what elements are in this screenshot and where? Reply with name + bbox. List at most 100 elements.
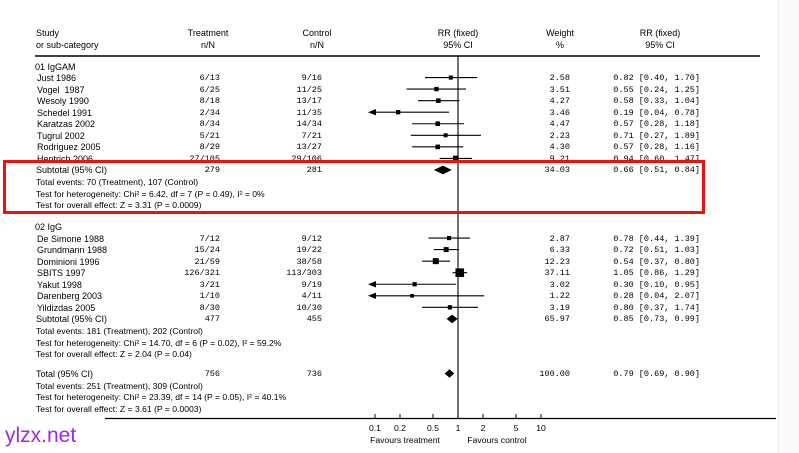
control-nn: 113/303 (286, 268, 322, 279)
treatment-nn: 2/34 (199, 107, 220, 118)
pooled-diamond (446, 314, 458, 324)
study-name: Wesoly 1990 (37, 96, 89, 107)
study-name: Yildizdas 2005 (37, 302, 96, 313)
rr-ci-text: 0.30 [0.10, 0.95] (613, 279, 700, 290)
study-name: Darenberg 2003 (37, 291, 103, 302)
weight-value: 3.19 (549, 302, 570, 313)
effect-square (432, 258, 439, 265)
axis-tick-label: 0.5 (427, 422, 439, 433)
stats-line: Test for overall effect: Z = 3.31 (P = 0… (36, 200, 202, 211)
control-nn: 7/21 (301, 130, 322, 141)
control-nn: 14/34 (296, 119, 322, 130)
effect-square (395, 110, 401, 115)
study-name: Vogel 1987 (37, 84, 85, 95)
treatment-nn: 27/105 (189, 153, 220, 164)
treatment-nn: 8/29 (199, 142, 220, 153)
rr-ci-text: 0.19 [0.04, 0.78] (613, 107, 700, 118)
group-label: 02 IgG (35, 222, 63, 232)
rr-ci-text: 0.54 [0.37, 0.80] (613, 256, 700, 267)
rr-ci-text: 0.79 [0.69, 0.90] (613, 369, 700, 379)
effect-square (434, 86, 439, 92)
weight-value: 4.27 (549, 96, 570, 107)
treatment-nn: 1/10 (199, 291, 220, 302)
weight-value: 4.30 (549, 142, 570, 153)
weight-value: 3.02 (549, 279, 570, 290)
rr-ci-text: 0.80 [0.37, 1.74] (613, 302, 700, 313)
control-nn: 4/11 (301, 291, 322, 302)
rr-ci-text: 0.57 [0.28, 1.16] (613, 142, 700, 153)
subtotal-label: Subtotal (95% CI) (36, 314, 108, 325)
study-name: Schedel 1991 (37, 107, 93, 118)
left-arrow-icon (368, 281, 376, 288)
stats-line: Test for heterogeneity: Chi² = 6.42, df … (36, 188, 265, 199)
stats-line: Test for heterogeneity: Chi² = 14.70, df… (36, 337, 282, 348)
stats-line: Total events: 181 (Treatment), 202 (Cont… (36, 325, 203, 336)
effect-square (410, 293, 414, 298)
stats-line: Total events: 251 (Treatment), 309 (Cont… (36, 380, 203, 391)
rr-ci-text: 0.78 [0.44, 1.39] (613, 233, 700, 244)
control-nn: 29/106 (291, 153, 322, 164)
treatment-nn: 6/13 (199, 73, 220, 84)
weight-value: 12.23 (544, 256, 570, 267)
study-name: Just 1986 (37, 73, 77, 84)
page-edge (778, 0, 799, 453)
control-nn: 13/27 (296, 142, 322, 153)
control-nn: 9/19 (301, 279, 322, 290)
col-header-weight-line1: Weight (546, 28, 574, 38)
treatment-nn: 756 (204, 369, 220, 379)
study-name: SBITS 1997 (37, 268, 86, 279)
study-name: Karatzas 2002 (37, 119, 96, 130)
subtotal-label: Subtotal (95% CI) (36, 165, 108, 176)
highlight-box (3, 160, 705, 214)
control-nn: 9/12 (301, 233, 322, 244)
rr-ci-text: 0.57 [0.28, 1.18] (613, 119, 700, 130)
study-name: Hentrich 2006 (37, 153, 94, 164)
control-nn: 38/58 (296, 256, 322, 267)
treatment-nn: 126/321 (184, 268, 220, 279)
stats-line: Test for overall effect: Z = 3.61 (P = 0… (36, 403, 202, 414)
group-label: 01 IgGAM (35, 61, 76, 72)
col-header-control-line1: Control (302, 28, 332, 38)
rr-ci-text: 1.05 [0.86, 1.29] (613, 268, 700, 279)
effect-square (435, 144, 441, 150)
stats-line: Total events: 70 (Treatment), 107 (Contr… (36, 177, 199, 187)
rr-ci-text: 0.85 [0.73, 0.99] (613, 314, 700, 325)
rr-ci-text: 0.71 [0.27, 1.89] (613, 130, 700, 141)
axis-tick-label: 0.1 (369, 422, 381, 433)
treatment-nn: 21/59 (194, 256, 220, 267)
axis-tick-label: 0.2 (394, 422, 406, 433)
treatment-nn: 6/25 (199, 84, 220, 95)
col-header-treatment-line1: Treatment (187, 28, 229, 38)
left-arrow-icon (368, 109, 376, 116)
axis-tick-label: 2 (480, 422, 486, 433)
control-nn: 11/35 (296, 107, 322, 118)
effect-square (412, 282, 417, 287)
rr-ci-text: 0.58 [0.33, 1.04] (613, 96, 700, 107)
rr-ci-text: 0.94 [0.60, 1.47] (613, 153, 700, 164)
effect-square (443, 133, 448, 138)
control-nn: 10/30 (296, 302, 322, 313)
weight-value: 37.11 (544, 268, 570, 279)
pooled-diamond (444, 369, 455, 378)
total-label: Total (95% CI) (36, 369, 94, 379)
study-name: De Simone 1988 (37, 233, 105, 244)
col-header-study-line2: or sub-category (36, 40, 99, 50)
effect-square (436, 98, 441, 103)
col-header-study-line1: Study (36, 28, 60, 38)
axis-tick-label: 10 (536, 422, 546, 433)
col-header-plot-line1: RR (fixed) (437, 28, 479, 38)
treatment-nn: 477 (204, 314, 220, 325)
control-nn: 19/22 (296, 245, 322, 256)
col-header-plot-line2: 95% CI (443, 40, 473, 50)
col-header-rr-line1: RR (fixed) (639, 28, 681, 38)
weight-value: 2.23 (549, 130, 570, 141)
col-header-rr-line2: 95% CI (645, 40, 675, 50)
rr-ci-text: 0.72 [0.51, 1.03] (613, 245, 700, 256)
study-name: Yakut 1998 (37, 279, 82, 290)
rr-ci-text: 0.66 [0.51, 0.84] (613, 165, 700, 176)
weight-value: 9.21 (549, 153, 570, 164)
pooled-diamond (433, 165, 452, 175)
weight-value: 3.51 (549, 84, 570, 95)
